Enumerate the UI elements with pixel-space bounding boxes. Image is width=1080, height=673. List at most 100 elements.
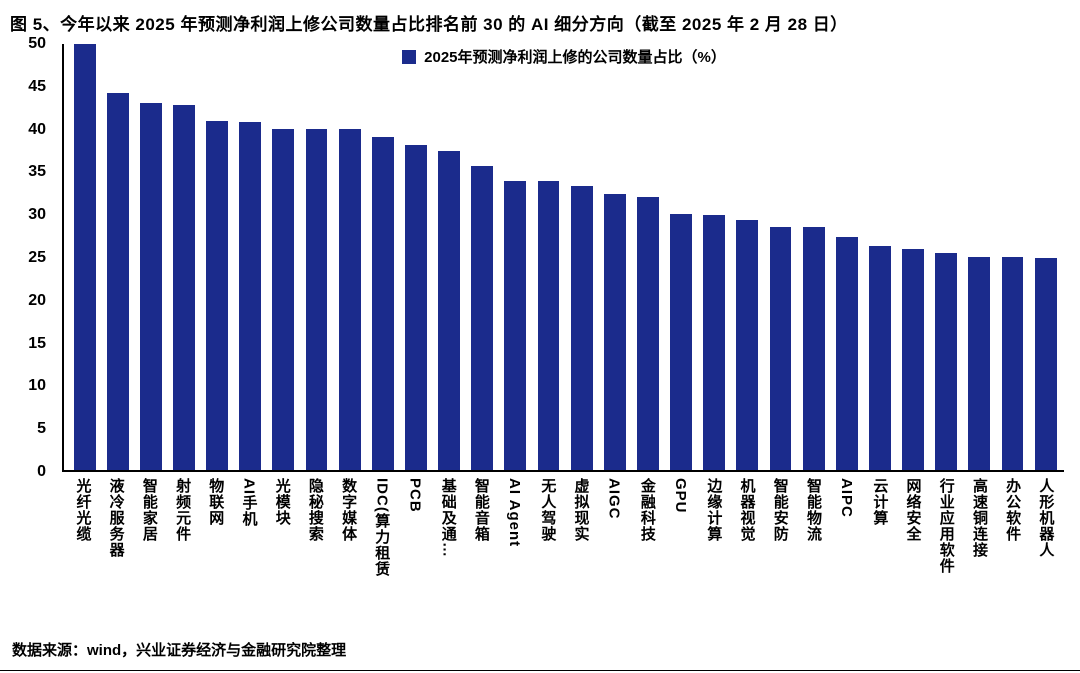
x-tick-label-text: 高速铜连接: [970, 478, 988, 558]
bar-slot: [631, 44, 664, 470]
x-tick-label-text: 隐秘搜索: [306, 478, 324, 542]
bar-slot: [897, 44, 930, 470]
bar-slot: [466, 44, 499, 470]
bar: [173, 105, 195, 470]
x-tick-label: 人形机器人: [1029, 472, 1062, 624]
bar: [670, 214, 693, 470]
bar-slot: [532, 44, 565, 470]
bar-slot: [499, 44, 532, 470]
y-tick-label: 40: [28, 120, 46, 138]
bar-slot: [234, 44, 267, 470]
bar: [338, 129, 361, 470]
x-tick-label-text: 物联网: [207, 478, 225, 526]
x-tick-label-text: AI Agent: [506, 478, 524, 548]
bar-slot: [963, 44, 996, 470]
y-tick-label: 50: [28, 35, 46, 52]
bar-slot: [201, 44, 234, 470]
bar: [968, 257, 991, 470]
x-tick-label: 智能安防: [763, 472, 796, 624]
x-tick-label: 金融科技: [630, 472, 663, 624]
bars: [66, 44, 1064, 470]
x-tick-label: AIPC: [830, 472, 863, 624]
y-tick-label: 15: [28, 334, 46, 352]
bar: [106, 92, 129, 470]
y-tick-label: 20: [28, 291, 46, 309]
bar: [769, 227, 792, 470]
x-tick-label: 办公软件: [996, 472, 1029, 624]
bar-slot: [101, 44, 134, 470]
bar-slot: [797, 44, 830, 470]
bar: [405, 145, 427, 470]
x-tick-label: 光纤光缆: [66, 472, 99, 624]
x-axis-labels: 光纤光缆 液冷服务器 智能家居 射频元件 物联网 AI手机 光模块 隐秘搜索 数字媒体 IDC(算…: [64, 472, 1064, 624]
x-tick-label: GPU: [664, 472, 697, 624]
y-tick-label: 0: [37, 463, 46, 480]
bar: [869, 245, 891, 470]
bar-slot: [366, 44, 399, 470]
x-tick-label-text: AIGC: [605, 478, 623, 520]
bar: [637, 197, 659, 470]
x-tick-label-text: GPU: [672, 478, 690, 514]
bar-slot: [167, 44, 200, 470]
x-tick-label: 光模块: [265, 472, 298, 624]
x-tick-label: 网络安全: [896, 472, 929, 624]
x-tick-label: 液冷服务器: [99, 472, 132, 624]
x-tick-label-text: 网络安全: [904, 478, 922, 542]
y-tick-label: 25: [28, 249, 46, 266]
y-tick-label: 5: [37, 420, 46, 438]
bar: [570, 186, 593, 470]
bar: [305, 129, 328, 470]
bar: [239, 121, 262, 470]
x-tick-label: 基础及通…: [431, 472, 464, 624]
bar-slot: [764, 44, 797, 470]
bar-slot: [399, 44, 432, 470]
x-tick-label-text: 机器视觉: [738, 478, 756, 542]
data-source-note: 数据来源：wind，兴业证券经济与金融研究院整理: [12, 642, 347, 659]
x-tick-label-text: IDC(算力租赁: [373, 478, 391, 577]
x-tick-label-text: 无人驾驶: [539, 478, 557, 542]
bar-slot: [565, 44, 598, 470]
chart-body: 0 5 10 15 20 25 30 35 40 45 50 2025年预测净利润上修的公司数量占比…: [0, 36, 1080, 624]
bar: [73, 44, 96, 470]
x-tick-label: 物联网: [199, 472, 232, 624]
x-tick-label: AI Agent: [498, 472, 531, 624]
bar-slot: [598, 44, 631, 470]
x-tick-label-text: 云计算: [871, 478, 889, 526]
x-tick-label: 智能家居: [132, 472, 165, 624]
bar-slot: [731, 44, 764, 470]
bar: [603, 193, 626, 470]
x-tick-label-text: PCB: [406, 478, 424, 513]
bar-slot: [68, 44, 101, 470]
bar-slot: [333, 44, 366, 470]
x-tick-label: AI手机: [232, 472, 265, 624]
x-tick-label-text: 人形机器人: [1037, 478, 1055, 558]
x-tick-label-text: 智能家居: [140, 478, 158, 542]
x-tick-label: 智能音箱: [464, 472, 497, 624]
x-tick-label: 射频元件: [166, 472, 199, 624]
bar-slot: [1029, 44, 1062, 470]
x-tick-label-text: 智能物流: [804, 478, 822, 542]
bar-slot: [134, 44, 167, 470]
bar-slot: [996, 44, 1029, 470]
y-tick-label: 10: [28, 377, 46, 395]
x-tick-label-text: 行业应用软件: [937, 478, 955, 574]
bar-slot: [300, 44, 333, 470]
bar: [935, 252, 958, 470]
x-tick-label-text: 虚拟现实: [572, 478, 590, 542]
x-tick-label-text: 边缘计算: [705, 478, 723, 542]
y-tick-label: 35: [28, 163, 46, 181]
bar: [1034, 257, 1057, 470]
bar-slot: [863, 44, 896, 470]
x-tick-label: 机器视觉: [730, 472, 763, 624]
x-tick-label-text: 数字媒体: [340, 478, 358, 542]
bar-slot: [267, 44, 300, 470]
bar: [703, 215, 726, 470]
x-tick-label-text: 智能音箱: [472, 478, 490, 542]
bar: [471, 165, 494, 470]
x-tick-label: 高速铜连接: [962, 472, 995, 624]
bar: [272, 129, 295, 470]
x-tick-label: 虚拟现实: [564, 472, 597, 624]
x-tick-label-text: 办公软件: [1004, 478, 1022, 542]
bar: [206, 120, 229, 470]
